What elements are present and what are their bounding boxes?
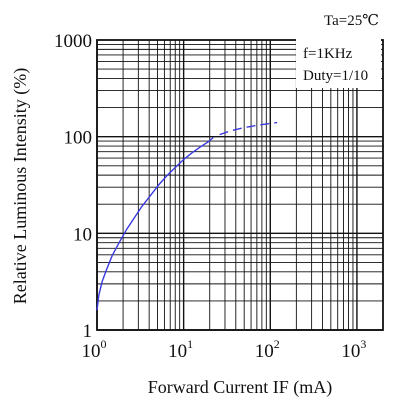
y-tick-label: 1 (83, 321, 93, 342)
frequency-annotation: f=1KHz (303, 46, 353, 62)
y-axis-label: Relative Luminous Intensity (%) (10, 68, 31, 304)
x-tick-label: 101 (168, 337, 193, 362)
temperature-annotation: Ta=25℃ (324, 13, 379, 29)
x-axis-label: Forward Current IF (mA) (148, 377, 332, 398)
intensity-curve-dashed (219, 121, 278, 136)
x-tick-label: 103 (341, 337, 366, 362)
x-tick-label: 102 (255, 337, 280, 362)
intensity-curve-solid (96, 136, 214, 311)
duty-annotation: Duty=1/10 (303, 68, 368, 84)
plot-frame (96, 39, 384, 331)
x-tick-labels: 100 101 102 103 (82, 337, 367, 362)
chart-grid (96, 40, 384, 331)
y-tick-label: 10 (73, 224, 92, 245)
annotation-box (296, 38, 381, 88)
y-tick-label: 1000 (54, 31, 92, 52)
x-tick-label: 100 (82, 337, 107, 362)
chart-curves (96, 121, 278, 311)
y-tick-label: 100 (64, 128, 93, 149)
y-tick-labels: 1 10 100 1000 (54, 31, 92, 342)
